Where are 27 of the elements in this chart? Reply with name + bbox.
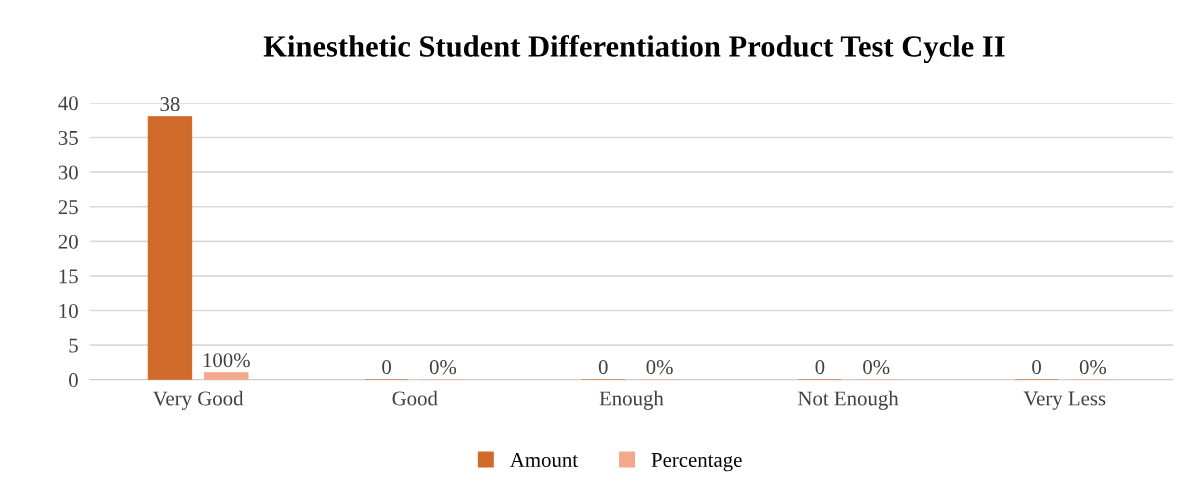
data-label: 0 xyxy=(598,360,608,375)
data-label: 0% xyxy=(429,360,457,375)
data-label: 0% xyxy=(646,360,673,375)
y-tick-label: 0 xyxy=(69,373,78,388)
y-tick-label: 40 xyxy=(58,96,78,111)
data-label: 100% xyxy=(203,353,250,368)
chart-title: Kinesthetic Student Differentiation Product Test Cycle II xyxy=(263,34,1005,64)
legend-label: Amount xyxy=(510,453,578,467)
x-tick-label: Good xyxy=(392,390,438,406)
y-tick-label: 20 xyxy=(58,234,78,249)
data-label: 0 xyxy=(815,360,825,375)
legend-label: Percentage xyxy=(651,453,742,472)
x-tick-label: Very Good xyxy=(152,390,244,410)
data-label: 38 xyxy=(160,97,180,112)
x-tick-label: Not Enough xyxy=(798,390,899,410)
data-label: 0% xyxy=(863,360,890,375)
y-tick-label: 30 xyxy=(58,165,78,180)
data-label: 0 xyxy=(1032,360,1041,375)
y-tick-label: 35 xyxy=(58,130,78,145)
x-tick-label: Very Less xyxy=(1023,391,1106,410)
data-label: 0% xyxy=(1079,360,1107,375)
y-tick-label: 5 xyxy=(69,338,78,353)
y-tick-label: 15 xyxy=(59,269,78,284)
x-tick-label: Enough xyxy=(599,390,664,410)
data-label: 0 xyxy=(382,360,392,375)
y-tick-label: 10 xyxy=(59,303,78,318)
y-tick-label: 25 xyxy=(58,200,78,215)
